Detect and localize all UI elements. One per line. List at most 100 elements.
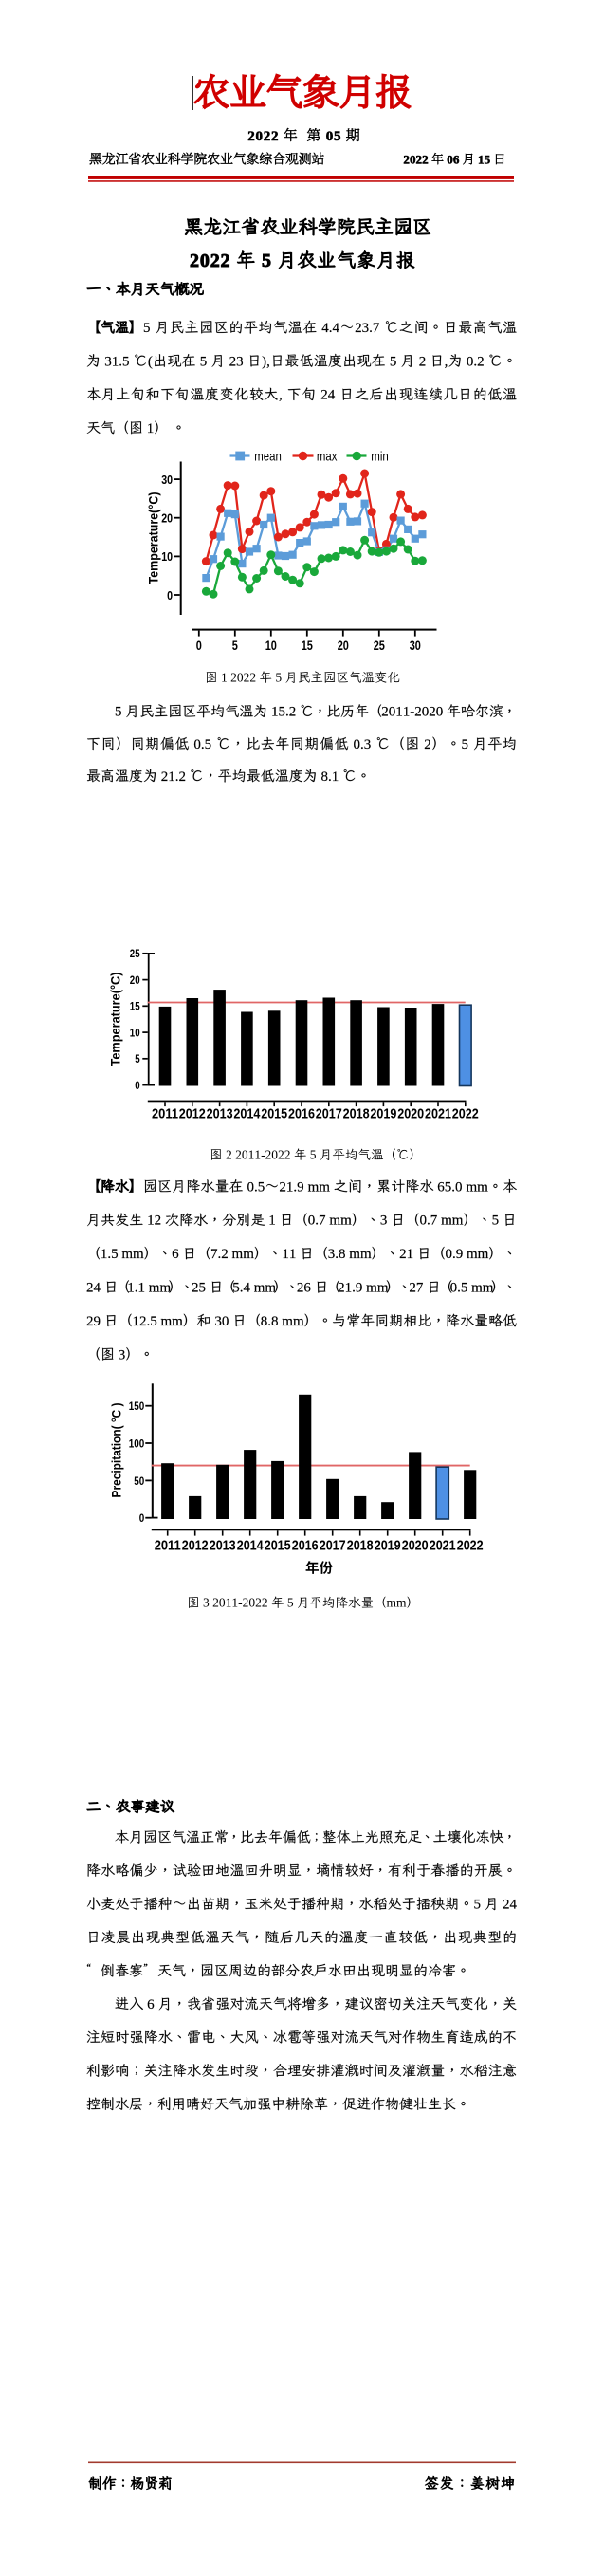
svg-text:0.5: 0.5: [450, 1281, 468, 1296]
svg-text:0: 0: [167, 589, 173, 602]
svg-text:0.9: 0.9: [446, 1247, 464, 1262]
svg-text:10: 10: [161, 550, 173, 564]
svg-text:5: 5: [275, 671, 282, 685]
svg-text:15: 15: [130, 1000, 140, 1013]
svg-text:2012: 2012: [179, 1106, 206, 1122]
svg-text:2011-2022: 2011-2022: [235, 1148, 290, 1162]
svg-text:max: max: [317, 449, 338, 464]
svg-text:10: 10: [130, 1026, 140, 1039]
svg-text:5: 5: [143, 321, 151, 336]
svg-text:mm: mm: [308, 1179, 331, 1195]
svg-text:27: 27: [409, 1281, 424, 1296]
svg-text:Temperature(°C): Temperature(°C): [146, 492, 161, 584]
svg-text:100: 100: [129, 1436, 145, 1450]
svg-text:30: 30: [410, 639, 421, 653]
svg-text:(: (: [148, 354, 153, 369]
svg-text:1: 1: [221, 671, 228, 685]
svg-text:mm: mm: [441, 1214, 464, 1229]
svg-text:6: 6: [172, 1247, 179, 1262]
svg-text:10: 10: [265, 639, 277, 653]
svg-text:150: 150: [129, 1399, 145, 1413]
svg-text:2011: 2011: [152, 1106, 178, 1122]
svg-text:0.5: 0.5: [247, 1179, 265, 1195]
svg-text:Precipitation( °C ): Precipitation( °C ): [109, 1403, 124, 1498]
svg-text:2013: 2013: [207, 1106, 233, 1122]
svg-text:1: 1: [268, 1214, 276, 1229]
svg-text:Temperature(°C): Temperature(°C): [109, 973, 123, 1066]
svg-text:mean: mean: [254, 449, 282, 464]
svg-text:15: 15: [478, 152, 491, 166]
svg-text:2022: 2022: [403, 152, 428, 166]
svg-text:65.0: 65.0: [437, 1179, 462, 1195]
svg-text:29: 29: [86, 1314, 101, 1329]
svg-text:4.4: 4.4: [321, 321, 339, 336]
svg-text:mm: mm: [467, 1247, 489, 1262]
svg-text:06: 06: [447, 152, 460, 166]
svg-text:5.4: 5.4: [232, 1281, 250, 1296]
svg-text:21.9: 21.9: [279, 1179, 303, 1195]
svg-text:50: 50: [134, 1474, 144, 1488]
svg-text:,: ,: [279, 388, 283, 403]
svg-text:1.1: 1.1: [127, 1281, 145, 1296]
svg-text:2018: 2018: [343, 1106, 370, 1122]
svg-text:2021: 2021: [430, 1537, 456, 1553]
svg-text:21.2: 21.2: [161, 769, 186, 785]
svg-text:2012: 2012: [182, 1537, 209, 1553]
svg-text:5: 5: [310, 1148, 317, 1162]
svg-text:2011-2022: 2011-2022: [212, 1596, 267, 1610]
svg-text:5: 5: [115, 705, 122, 720]
svg-text:21.9: 21.9: [338, 1281, 362, 1296]
svg-text:mm: mm: [149, 1281, 172, 1296]
svg-text:3: 3: [203, 1596, 210, 1610]
svg-text:mm: mm: [466, 1179, 488, 1195]
svg-text:2022: 2022: [452, 1106, 479, 1122]
svg-text:0: 0: [135, 1079, 140, 1092]
svg-text:0.7: 0.7: [308, 1214, 326, 1229]
svg-text:2014: 2014: [237, 1537, 265, 1553]
svg-text:2019: 2019: [375, 1537, 401, 1553]
svg-text:3: 3: [119, 1347, 126, 1362]
svg-text:2022: 2022: [190, 250, 230, 271]
svg-text:2020: 2020: [402, 1537, 429, 1553]
svg-text:2021: 2021: [425, 1106, 451, 1122]
svg-text:2022: 2022: [457, 1537, 484, 1553]
svg-text:mm: mm: [254, 1281, 277, 1296]
svg-text:2018: 2018: [347, 1537, 374, 1553]
svg-text:24: 24: [86, 1281, 101, 1296]
svg-text:,: ,: [445, 354, 448, 369]
svg-text:2019: 2019: [370, 1106, 396, 1122]
svg-text:12.5: 12.5: [132, 1314, 156, 1329]
svg-text:8.8: 8.8: [261, 1314, 279, 1329]
svg-text:min: min: [371, 449, 389, 464]
svg-text:2022: 2022: [247, 129, 278, 144]
svg-text:0.2: 0.2: [467, 354, 485, 369]
svg-text:),: ),: [262, 354, 270, 369]
svg-text:5: 5: [200, 354, 208, 369]
svg-text:3: 3: [380, 1214, 388, 1229]
svg-text:0: 0: [139, 1511, 145, 1525]
svg-text:8.1: 8.1: [321, 769, 339, 785]
svg-text:mm: mm: [160, 1314, 183, 1329]
svg-text:20: 20: [130, 973, 140, 987]
svg-text:30: 30: [214, 1314, 229, 1329]
svg-text:mm: mm: [387, 1596, 408, 1610]
svg-text:0.3: 0.3: [354, 737, 372, 752]
svg-text:2022: 2022: [230, 671, 256, 685]
svg-text:2: 2: [424, 737, 431, 752]
svg-text:mm: mm: [121, 1247, 144, 1262]
svg-text:mm: mm: [282, 1314, 304, 1329]
svg-text:2011: 2011: [155, 1537, 181, 1553]
svg-text:2020: 2020: [397, 1106, 424, 1122]
svg-text:5: 5: [287, 1596, 294, 1610]
svg-text:mm: mm: [232, 1247, 255, 1262]
svg-text:30: 30: [161, 473, 173, 487]
svg-text:7.2: 7.2: [210, 1247, 229, 1262]
svg-text:0.7: 0.7: [419, 1214, 437, 1229]
svg-text:21: 21: [399, 1247, 413, 1262]
svg-text:2: 2: [419, 354, 427, 369]
svg-text:5: 5: [473, 1898, 481, 1913]
svg-text:20: 20: [338, 639, 349, 653]
svg-text:26: 26: [297, 1281, 312, 1296]
svg-text:23: 23: [229, 354, 244, 369]
svg-text:2015: 2015: [261, 1106, 287, 1122]
